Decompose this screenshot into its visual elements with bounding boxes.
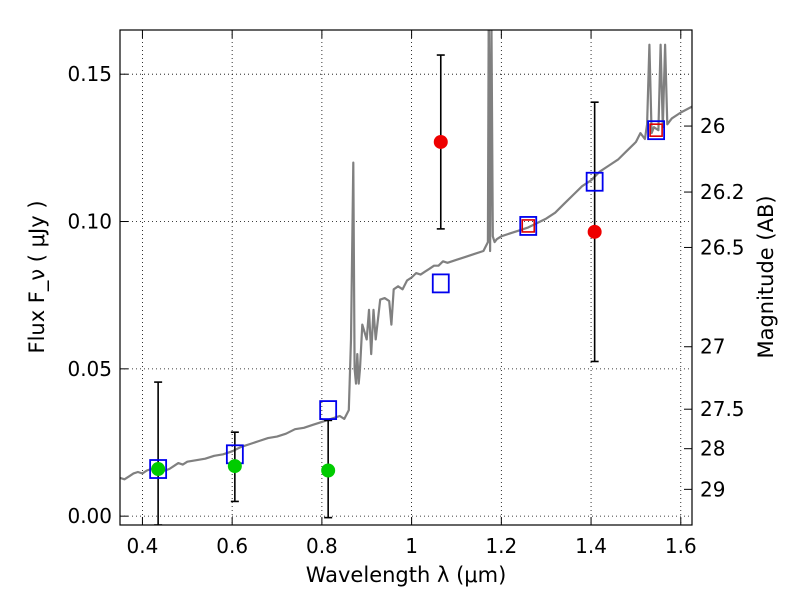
y-tick-label: 0.10 <box>67 210 112 234</box>
mag-tick-label: 26.2 <box>700 180 745 204</box>
mag-tick-label: 28 <box>700 437 725 461</box>
x-tick-label: 1.2 <box>485 534 517 558</box>
x-axis-label: Wavelength λ (μm) <box>306 563 507 587</box>
x-tick-label: 1 <box>405 534 418 558</box>
plot-background <box>120 30 692 525</box>
grid <box>120 30 692 525</box>
plot-area <box>120 30 692 525</box>
model-box-marker <box>585 171 604 192</box>
detection-point <box>587 224 602 239</box>
model-box-marker <box>149 459 168 479</box>
y-tick-label: 0.15 <box>67 62 112 86</box>
detection-point <box>433 134 448 149</box>
x-tick-label: 0.4 <box>127 534 159 558</box>
model-box-marker <box>519 216 538 236</box>
y-tick-label: 0.00 <box>67 504 112 528</box>
mag-tick-label: 27 <box>700 335 725 359</box>
y-tick-label: 0.05 <box>67 357 112 381</box>
x-tick-label: 1.4 <box>575 534 607 558</box>
detection-marker-square <box>521 219 536 233</box>
mag-tick-label: 26.5 <box>700 235 745 259</box>
x-tick-label: 0.6 <box>216 534 248 558</box>
nondetection-point <box>227 459 242 474</box>
nondetection-point <box>151 462 166 477</box>
x-tick-label: 1.6 <box>665 534 697 558</box>
model-box-marker <box>431 273 450 294</box>
tick-marks <box>120 30 692 525</box>
model-box-marker <box>319 400 338 420</box>
mag-tick-label: 27.5 <box>700 397 745 421</box>
detection-marker-square <box>649 123 663 137</box>
x-tick-label: 0.8 <box>306 534 338 558</box>
mag-tick-label: 26 <box>700 114 725 138</box>
mag-tick-label: 29 <box>700 477 725 501</box>
nondetection-point <box>321 463 336 478</box>
right-axis-label: Magnitude (AB) <box>754 195 778 358</box>
spectrum-line <box>120 30 692 481</box>
plot-frame <box>119 29 693 526</box>
tick-labels: 0.4 0.6 0.8 1 1.2 1.4 1.6 0.00 0.05 0.10 0.15 26 26.… <box>67 62 744 558</box>
model-box-marker <box>647 120 666 141</box>
y-axis-label: Flux F_ν ( μJy ) <box>25 200 50 353</box>
